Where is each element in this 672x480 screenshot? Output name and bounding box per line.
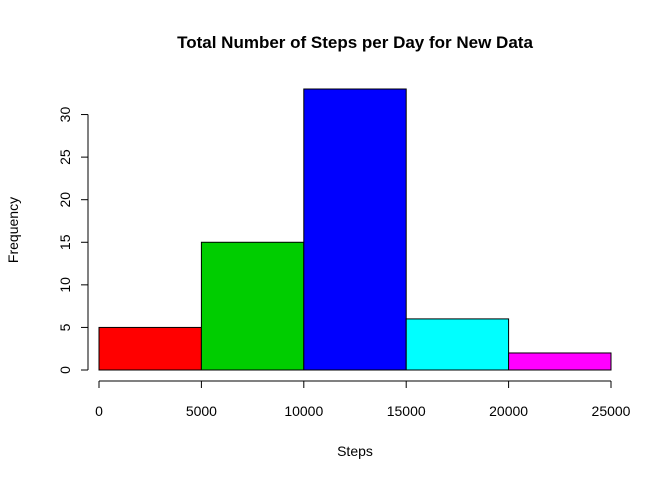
- x-tick-label: 5000: [186, 403, 217, 419]
- x-tick-label: 0: [95, 403, 103, 419]
- histogram-bar-2: [303, 88, 407, 371]
- bars-group: [98, 88, 612, 371]
- x-tick-label: 25000: [592, 403, 631, 419]
- histogram-bar-0: [98, 326, 202, 371]
- y-tick-label: 20: [57, 192, 73, 208]
- histogram-bar-1: [200, 241, 305, 371]
- y-tick-label: 25: [57, 149, 73, 165]
- x-tick-label: 10000: [284, 403, 323, 419]
- y-axis: 0 5 10 15 20 25 30: [57, 107, 89, 374]
- y-tick-label: 10: [57, 277, 73, 293]
- histogram-bar-3: [405, 318, 510, 371]
- chart-title: Total Number of Steps per Day for New Da…: [177, 33, 533, 52]
- x-tick-label: 15000: [387, 403, 426, 419]
- x-tick-label: 20000: [489, 403, 528, 419]
- y-tick-label: 0: [57, 366, 73, 374]
- y-tick-label: 15: [57, 234, 73, 250]
- x-axis: 0 5000 10000 15000 20000 25000: [95, 380, 631, 419]
- histogram-bar-4: [508, 352, 612, 371]
- y-axis-label: Frequency: [5, 197, 21, 263]
- y-tick-label: 5: [57, 323, 73, 331]
- y-tick-label: 30: [57, 107, 73, 123]
- x-axis-label: Steps: [337, 443, 373, 459]
